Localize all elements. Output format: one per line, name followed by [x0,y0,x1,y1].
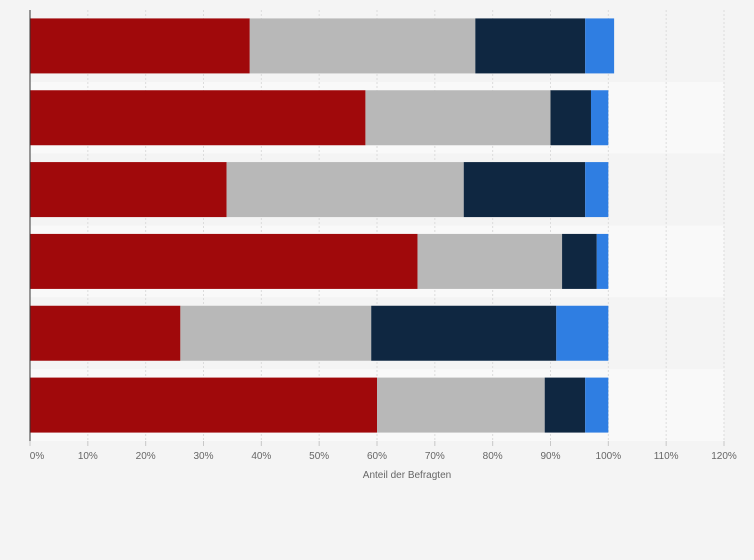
bar-segment [30,162,227,218]
bar-segment [544,377,586,433]
bar-segment [30,233,418,289]
tick-label: 50% [309,451,329,462]
bar-segment [556,305,609,361]
tick-label: 90% [540,451,560,462]
bar-segment [30,90,366,146]
bar-segment [226,162,464,218]
tick-label: 20% [136,451,156,462]
bar-segment [475,18,586,74]
x-axis-ticks: 0% 10% 20% 30% 40% 50% 60% 70% 80% 90% 100% 110% 120… [29,441,737,462]
tick-label: 100% [596,451,622,462]
bar-segment [417,233,563,289]
bar-segment [596,233,609,289]
tick-label: 40% [251,451,271,462]
bar-segment [180,305,372,361]
bar-segment [590,90,609,146]
x-axis-title: Anteil der Befragten [363,470,451,481]
tick-label: 120% [711,451,737,462]
bar-segment [550,90,591,146]
bars [30,18,615,433]
bar-segment [585,162,609,218]
bar-segment [365,90,551,146]
bar-segment [463,162,586,218]
tick-label: 0% [30,451,45,462]
bar-segment [30,377,377,433]
tick-label: 70% [425,451,445,462]
tick-label: 30% [193,451,213,462]
tick-label: 80% [483,451,503,462]
tick-label: 60% [367,451,387,462]
bar-segment [371,305,557,361]
bar-segment [585,377,609,433]
bar-segment [249,18,476,74]
tick-label: 110% [654,451,679,462]
bar-segment [562,233,597,289]
bar-segment [30,305,181,361]
bar-segment [377,377,545,433]
bar-segment [585,18,615,74]
bar-segment [30,18,250,74]
tick-label: 10% [78,451,98,462]
